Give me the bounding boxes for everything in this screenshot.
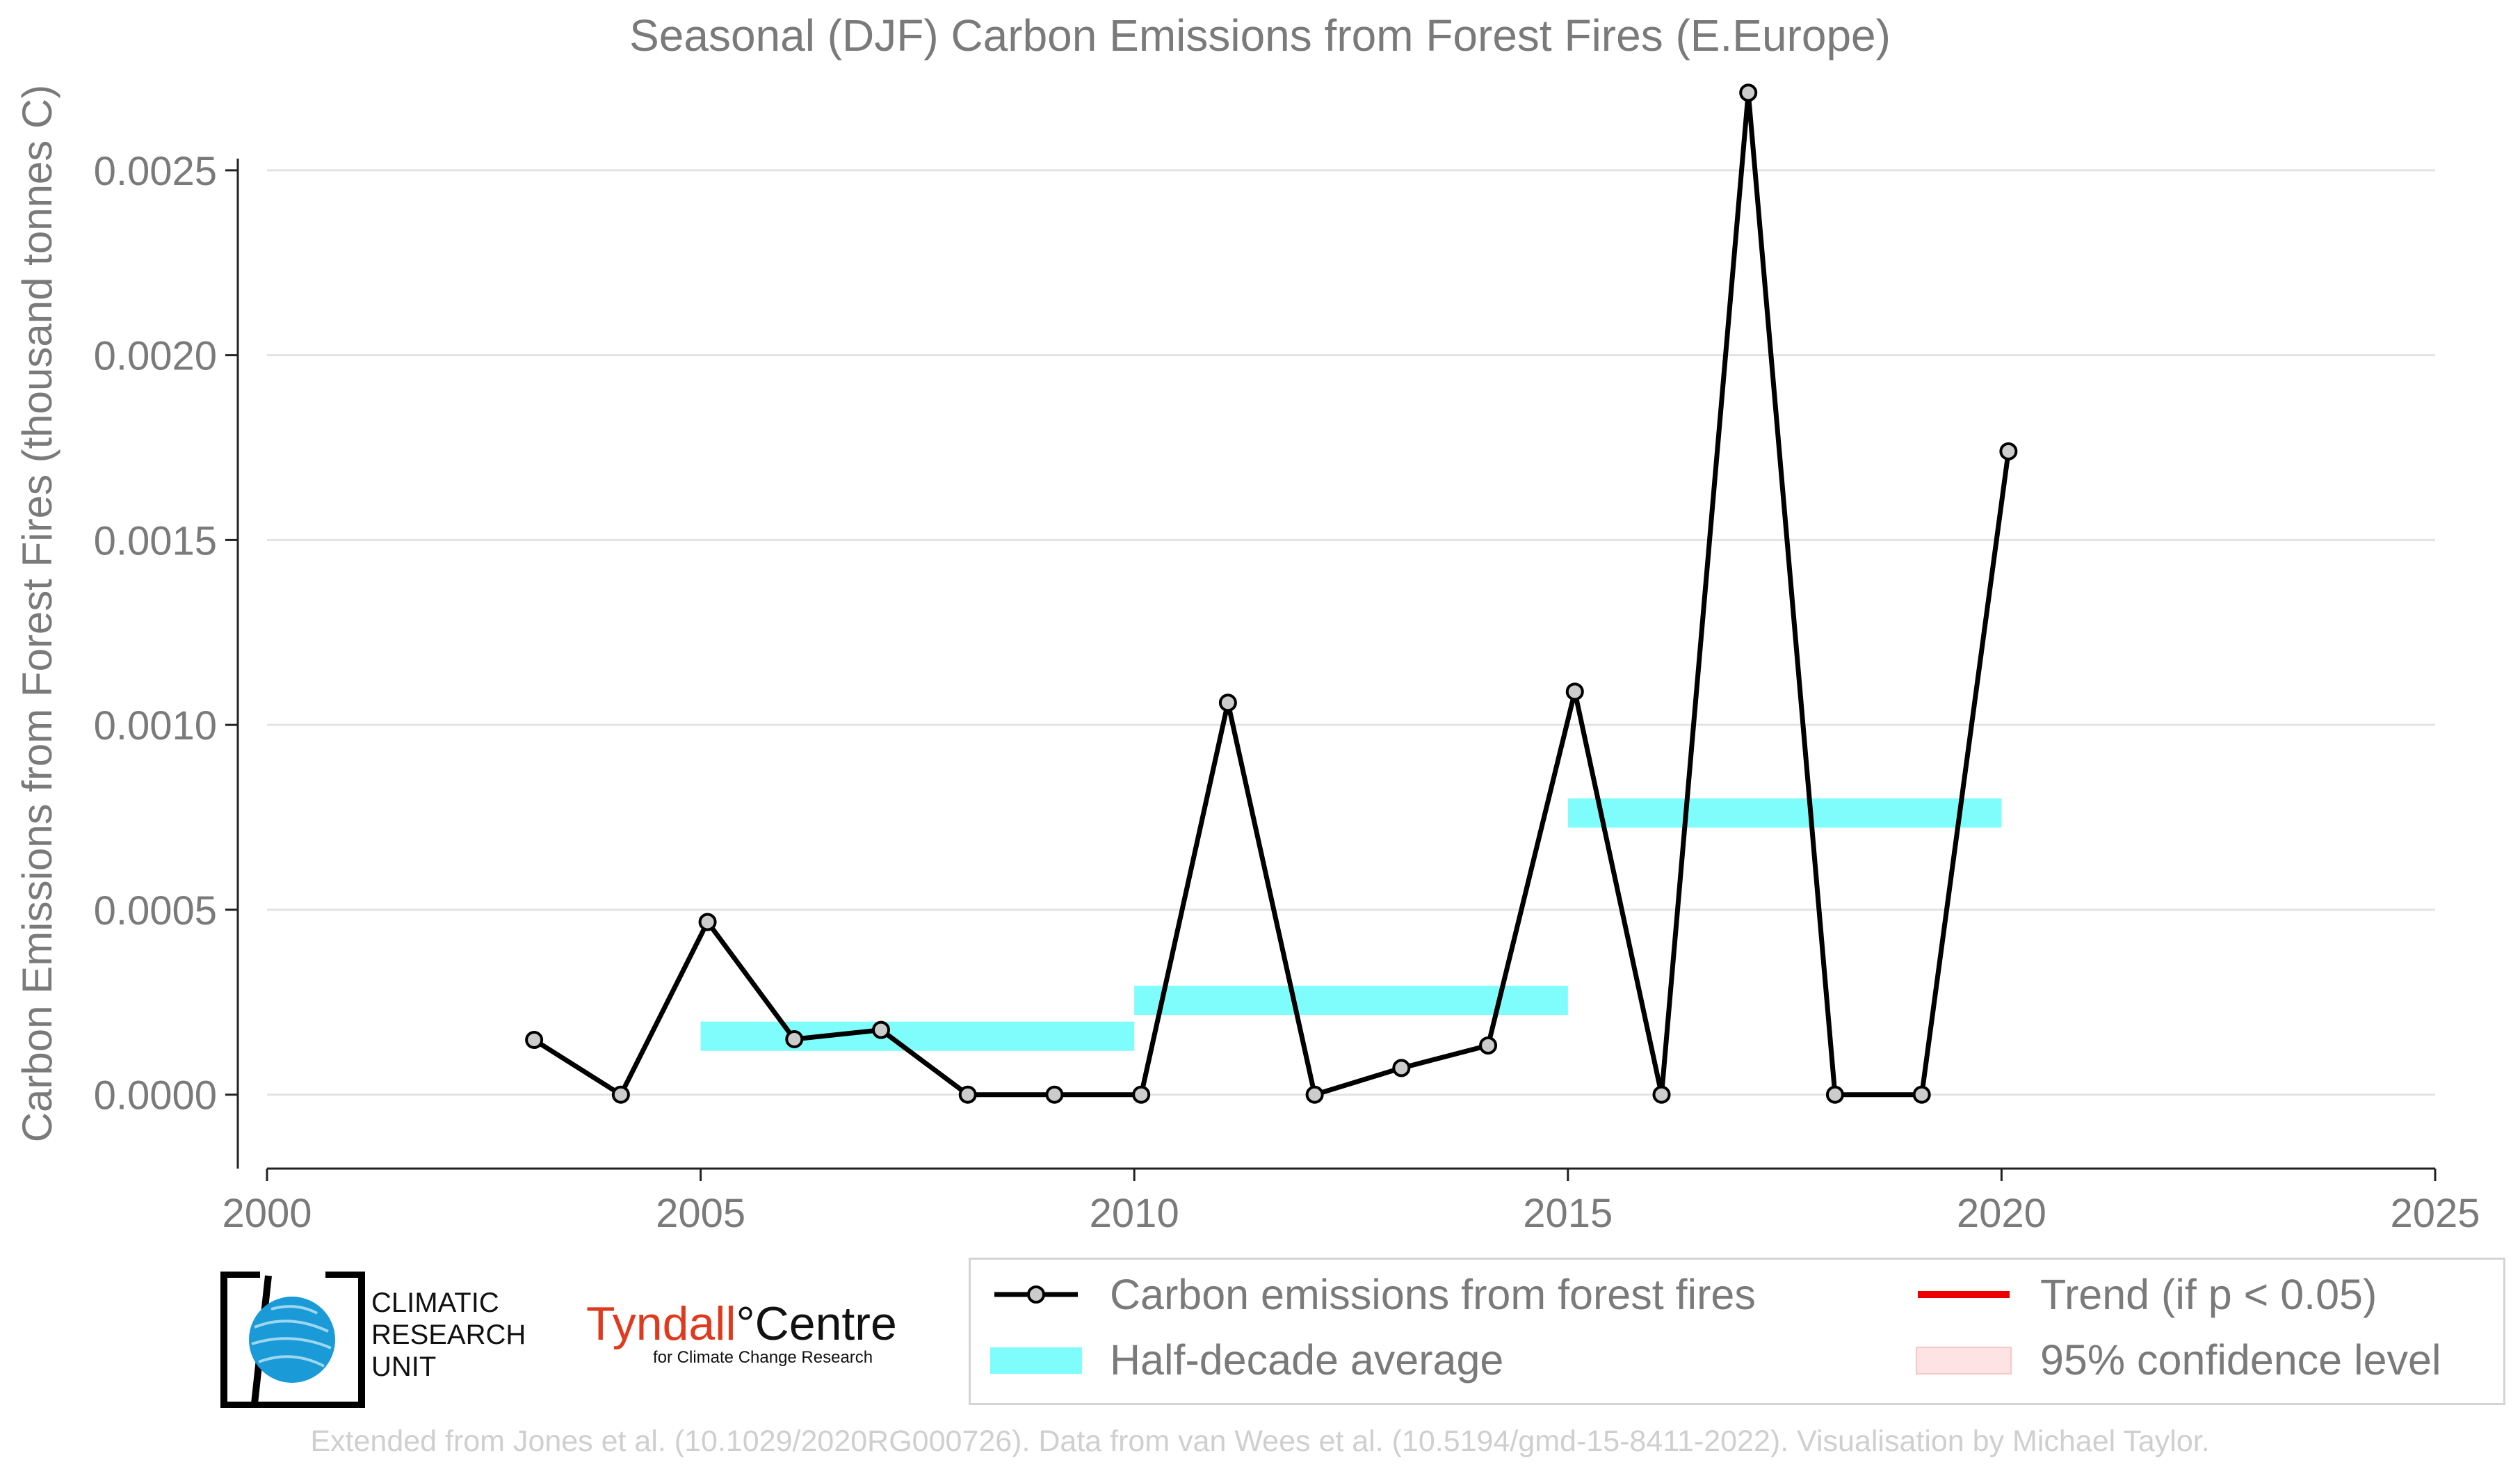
credit-text: Extended from Jones et al. (10.1029/2020… bbox=[310, 1425, 2210, 1458]
y-tick-label-4: 0.0020 bbox=[94, 334, 217, 379]
x-tick-label-3: 2015 bbox=[1523, 1191, 1613, 1236]
legend-line-marker-icon bbox=[994, 1285, 1078, 1304]
x-tick-label-0: 2000 bbox=[222, 1191, 312, 1236]
y-tick-label-2: 0.0010 bbox=[94, 703, 217, 748]
y-tick-label-3: 0.0015 bbox=[94, 518, 217, 563]
data-point-2017 bbox=[1739, 83, 1758, 102]
data-point-2010 bbox=[1132, 1085, 1151, 1104]
legend-item-confidence: 95% confidence level bbox=[1915, 1332, 2441, 1388]
data-point-2003 bbox=[525, 1031, 544, 1050]
data-point-2016 bbox=[1652, 1085, 1671, 1104]
data-point-2019 bbox=[1912, 1085, 1931, 1104]
data-point-2007 bbox=[872, 1020, 891, 1039]
legend-label-confidence: 95% confidence level bbox=[2040, 1336, 2441, 1384]
legend: Carbon emissions from forest fires Trend… bbox=[969, 1258, 2505, 1405]
data-point-2012 bbox=[1305, 1085, 1324, 1104]
legend-item-half-decade: Half-decade average bbox=[990, 1332, 1503, 1388]
legend-confidence-patch-icon bbox=[1916, 1347, 2012, 1374]
tyndall-logo-subtitle: for Climate Change Research bbox=[653, 1348, 873, 1367]
legend-item-trend: Trend (if p < 0.05) bbox=[1915, 1267, 2377, 1322]
tyndall-logo-name: Tyndall bbox=[586, 1297, 736, 1350]
legend-label-trend: Trend (if p < 0.05) bbox=[2040, 1271, 2377, 1318]
data-point-2008 bbox=[958, 1085, 977, 1104]
legend-label-half-decade: Half-decade average bbox=[1110, 1336, 1504, 1384]
series-line-emissions bbox=[533, 90, 2011, 1098]
legend-item-emissions: Carbon emissions from forest fires bbox=[990, 1267, 1756, 1322]
half-decade-bar-2 bbox=[1567, 798, 2002, 828]
x-tick-label-4: 2020 bbox=[1957, 1191, 2046, 1236]
x-tick-label-5: 2025 bbox=[2390, 1191, 2480, 1236]
data-point-2015 bbox=[1565, 682, 1584, 701]
chart-title: Seasonal (DJF) Carbon Emissions from For… bbox=[629, 10, 1891, 61]
legend-label-emissions: Carbon emissions from forest fires bbox=[1110, 1271, 1756, 1318]
legend-half-decade-patch-icon bbox=[990, 1347, 1082, 1374]
cru-logo-text: CLIMATIC RESEARCH UNIT bbox=[371, 1288, 526, 1382]
data-point-2013 bbox=[1392, 1059, 1411, 1077]
tyndall-logo: Tyndall°Centre for Climate Change Resear… bbox=[586, 1297, 897, 1376]
x-tick-label-1: 2005 bbox=[656, 1191, 745, 1236]
cru-globe-icon bbox=[220, 1271, 365, 1409]
legend-trend-line-icon bbox=[1918, 1291, 2010, 1298]
data-point-2014 bbox=[1479, 1036, 1498, 1055]
y-axis-label: Carbon Emissions from Forest Fires (thou… bbox=[14, 85, 60, 1143]
data-point-2018 bbox=[1825, 1085, 1844, 1104]
y-tick-label-1: 0.0005 bbox=[94, 888, 217, 933]
x-tick-label-2: 2010 bbox=[1090, 1191, 1179, 1236]
data-point-2004 bbox=[611, 1085, 630, 1104]
data-point-2006 bbox=[785, 1029, 804, 1048]
data-point-2011 bbox=[1218, 694, 1237, 712]
y-tick-label-5: 0.0025 bbox=[94, 149, 217, 194]
y-tick-label-0: 0.0000 bbox=[94, 1073, 217, 1119]
data-point-2009 bbox=[1045, 1085, 1064, 1104]
data-point-2020 bbox=[1999, 442, 2018, 460]
tyndall-logo-degree: ° bbox=[736, 1297, 755, 1350]
half-decade-bar-0 bbox=[700, 1021, 1135, 1051]
tyndall-logo-centre: Centre bbox=[754, 1297, 897, 1350]
data-point-2005 bbox=[698, 913, 717, 931]
cru-logo: CLIMATIC RESEARCH UNIT bbox=[220, 1271, 540, 1409]
